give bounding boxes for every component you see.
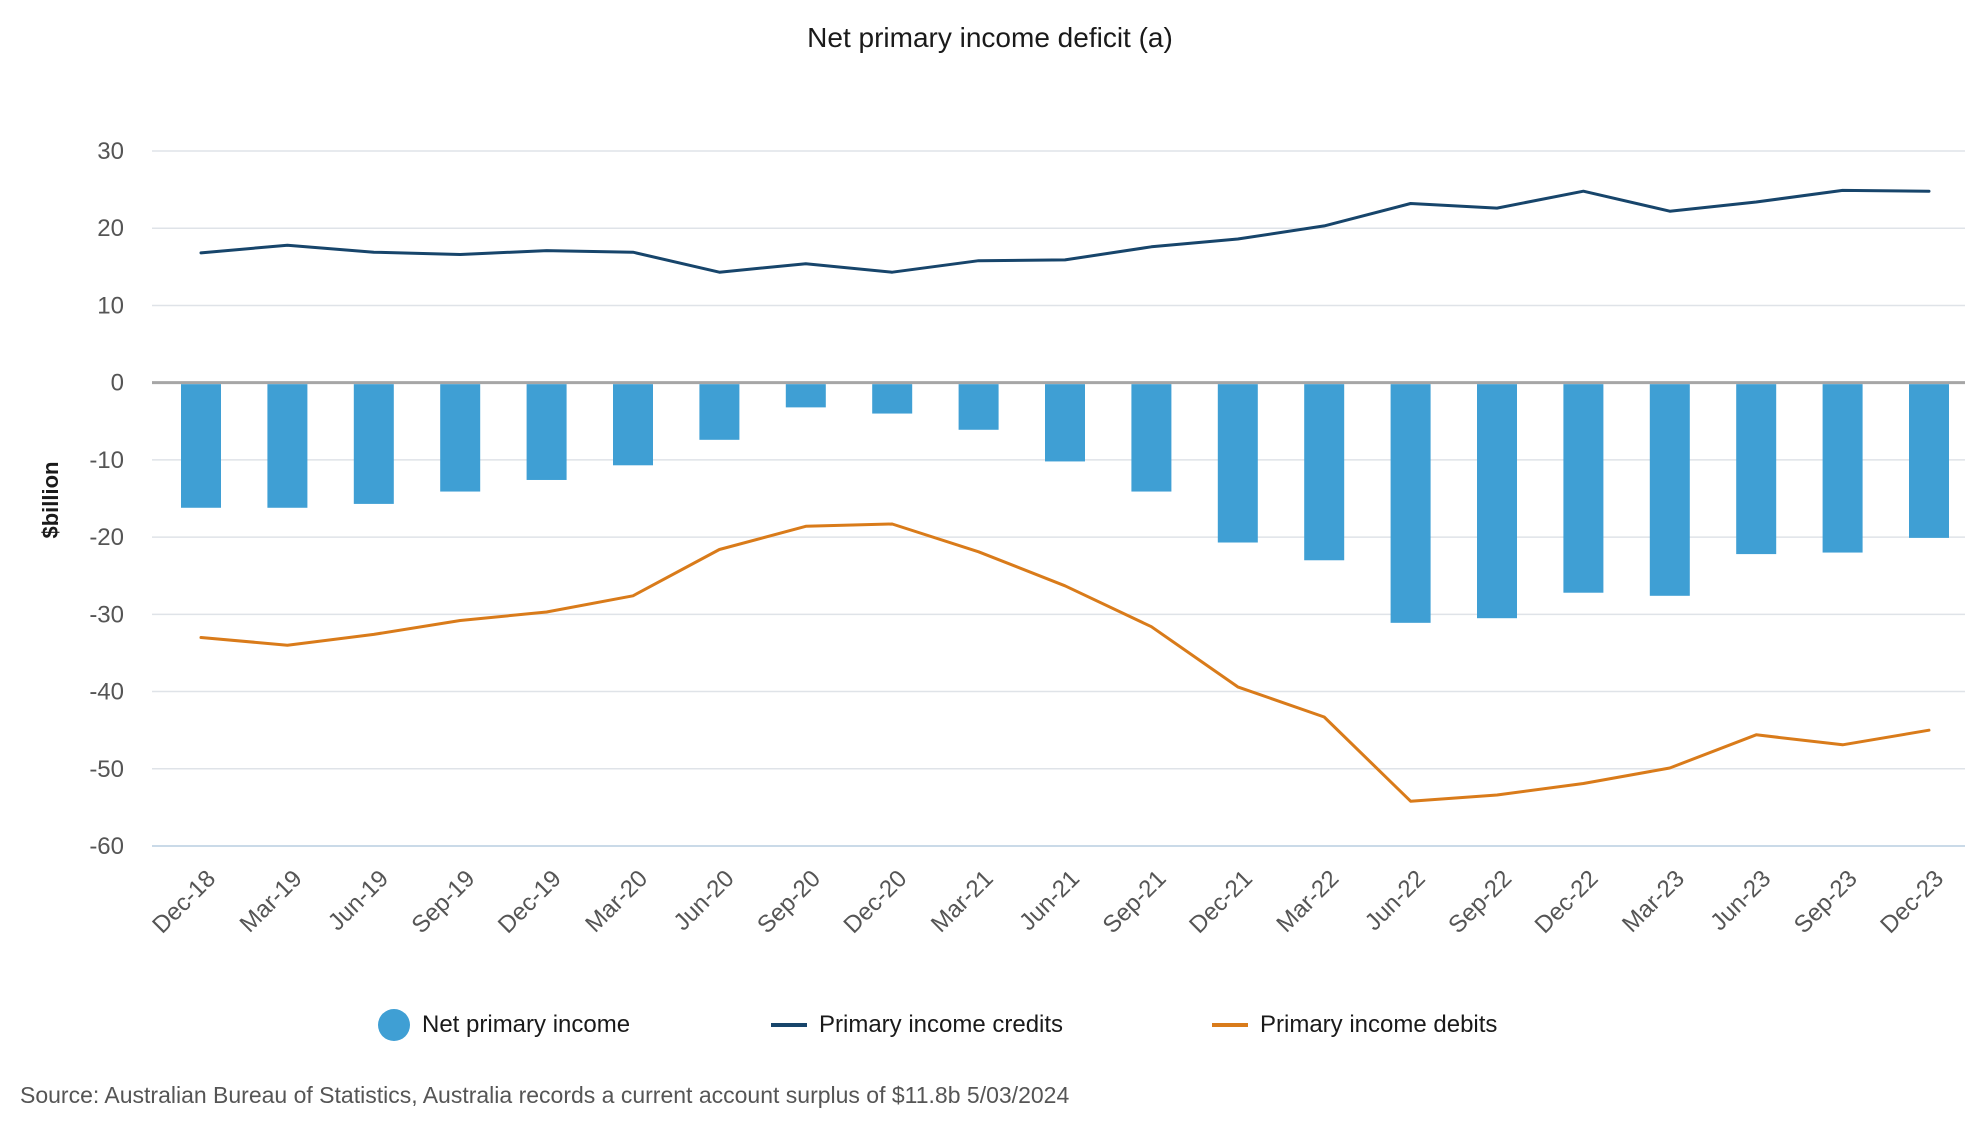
series-lines xyxy=(199,188,1931,803)
x-tick-label: Dec-21 xyxy=(1184,865,1258,939)
x-tick-label: Dec-18 xyxy=(147,865,221,939)
legend-item-net-primary-income[interactable]: Net primary income xyxy=(378,1005,630,1045)
x-tick-label: Jun-22 xyxy=(1360,865,1431,936)
y-tick-label: 30 xyxy=(97,138,124,165)
bar-net-primary-income[interactable] xyxy=(785,384,826,408)
chart-legend: Net primary income Primary income credit… xyxy=(0,1005,1980,1045)
x-tick-label: Sep-20 xyxy=(752,865,826,939)
bar-net-primary-income[interactable] xyxy=(1390,384,1431,623)
y-tick-label: -20 xyxy=(89,524,124,551)
bar-net-primary-income[interactable] xyxy=(353,384,394,504)
legend-swatch-net-primary-income xyxy=(378,1009,410,1041)
bar-net-primary-income[interactable] xyxy=(1563,384,1604,593)
x-tick-label: Dec-20 xyxy=(839,865,913,939)
bar-net-primary-income[interactable] xyxy=(613,384,653,466)
x-tick-label: Dec-19 xyxy=(493,865,567,939)
y-tick-label: -10 xyxy=(89,447,124,474)
bar-net-primary-income[interactable] xyxy=(440,384,481,492)
x-tick-label: Sep-23 xyxy=(1789,865,1863,939)
x-tick-label: Jun-21 xyxy=(1014,865,1085,936)
y-tick-label: 0 xyxy=(111,370,124,397)
bar-net-primary-income[interactable] xyxy=(1217,384,1258,543)
bar-net-primary-income[interactable] xyxy=(1649,384,1690,596)
x-tick-label: Jun-20 xyxy=(669,865,740,936)
x-tick-label: Sep-21 xyxy=(1098,865,1172,939)
bar-net-primary-income[interactable] xyxy=(267,384,308,508)
x-tick-label: Mar-22 xyxy=(1271,865,1344,938)
legend-label-primary-income-debits: Primary income debits xyxy=(1260,1011,1498,1038)
x-tick-label: Mar-23 xyxy=(1617,865,1690,938)
y-tick-label: -60 xyxy=(89,833,124,860)
bar-net-primary-income[interactable] xyxy=(1822,384,1863,553)
bar-net-primary-income[interactable] xyxy=(1477,384,1517,619)
legend-item-primary-income-debits[interactable]: Primary income debits xyxy=(1212,1005,1497,1045)
gridlines xyxy=(152,150,1965,847)
bar-net-primary-income[interactable] xyxy=(526,384,567,480)
legend-label-net-primary-income: Net primary income xyxy=(422,1011,631,1038)
x-tick-label: Sep-19 xyxy=(407,865,481,939)
chart-title: Net primary income deficit (a) xyxy=(807,22,1173,53)
y-axis-title: $billion xyxy=(38,462,63,539)
x-tick-label: Mar-21 xyxy=(926,865,999,938)
x-tick-label: Sep-22 xyxy=(1443,865,1517,939)
y-tick-label: -50 xyxy=(89,756,124,783)
legend-label-primary-income-credits: Primary income credits xyxy=(819,1011,1064,1038)
source-note: Source: Australian Bureau of Statistics,… xyxy=(20,1082,1070,1108)
x-tick-label: Mar-19 xyxy=(235,865,308,938)
bar-net-primary-income[interactable] xyxy=(872,384,913,414)
bar-net-primary-income[interactable] xyxy=(1736,384,1777,555)
bar-net-primary-income[interactable] xyxy=(1131,384,1172,492)
x-tick-label: Jun-23 xyxy=(1705,865,1776,936)
x-tick-label: Mar-20 xyxy=(580,865,653,938)
bar-net-primary-income[interactable] xyxy=(1304,384,1345,561)
bar-net-primary-income[interactable] xyxy=(181,384,221,508)
y-tick-label: -30 xyxy=(89,601,124,628)
y-tick-label: 20 xyxy=(97,215,124,242)
bar-net-primary-income[interactable] xyxy=(1909,384,1949,538)
line-primary-income-credits[interactable] xyxy=(199,188,1931,274)
y-tick-label: 10 xyxy=(97,292,124,319)
line-primary-income-debits[interactable] xyxy=(199,522,1931,803)
legend-item-primary-income-credits[interactable]: Primary income credits xyxy=(771,1005,1063,1045)
bar-net-primary-income[interactable] xyxy=(699,384,740,440)
y-tick-label: -40 xyxy=(89,679,124,706)
legend-swatch-primary-income-debits xyxy=(1212,1023,1248,1027)
x-tick-label: Dec-22 xyxy=(1530,865,1604,939)
y-axis-ticks: 30 20 10 0 -10 -20 -30 -40 -50 -60 xyxy=(89,138,124,860)
x-tick-label: Dec-23 xyxy=(1875,865,1949,939)
x-axis-ticks: Dec-18 Mar-19 Jun-19 Sep-19 Dec-19 Mar-20 Jun-… xyxy=(147,865,1949,939)
bars-net-primary-income xyxy=(181,384,1949,623)
x-tick-label: Jun-19 xyxy=(323,865,394,936)
bar-net-primary-income[interactable] xyxy=(958,384,999,430)
bar-net-primary-income[interactable] xyxy=(1045,384,1085,462)
legend-swatch-primary-income-credits xyxy=(771,1023,807,1027)
